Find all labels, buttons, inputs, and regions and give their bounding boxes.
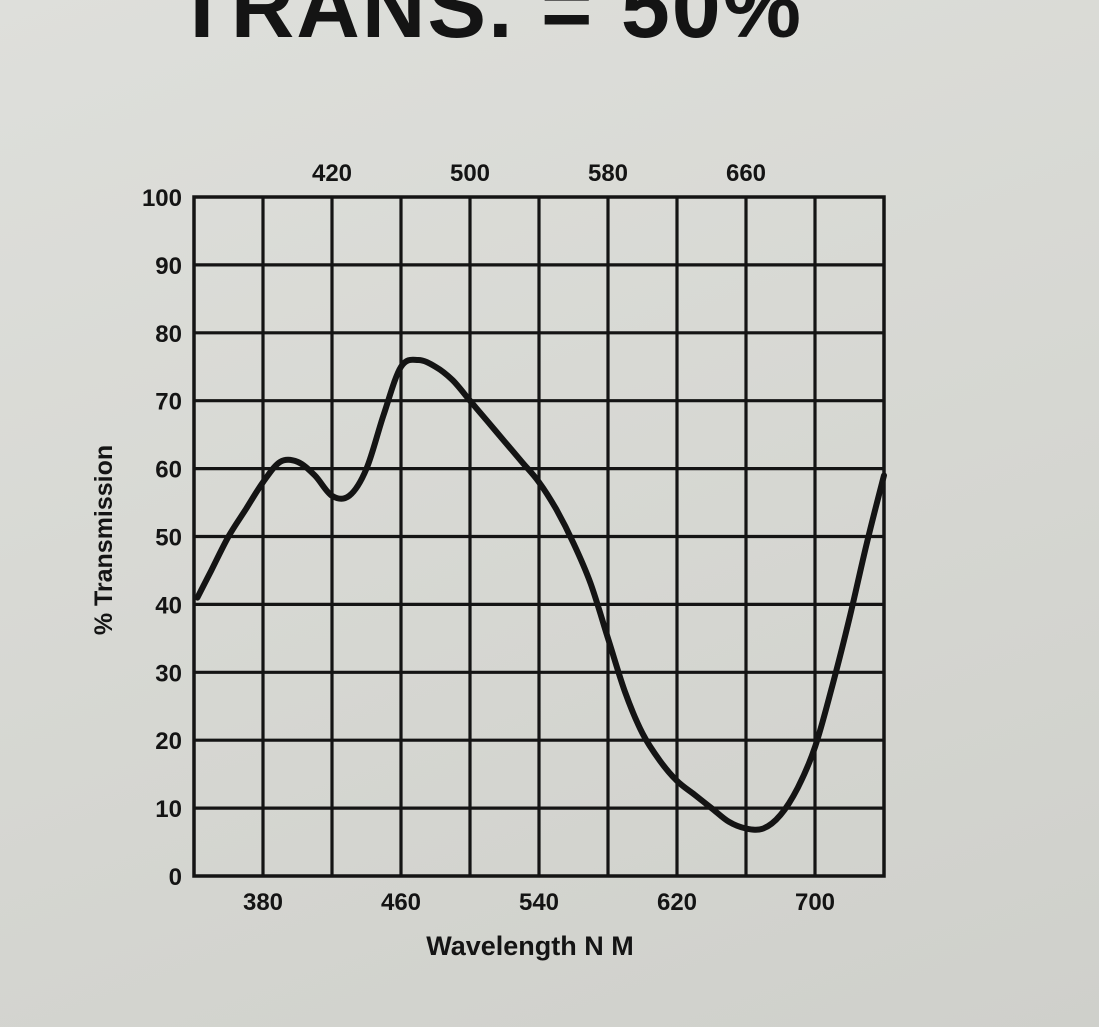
x-tick-label-bottom: 620 [657, 889, 697, 916]
y-tick-label: 90 [155, 253, 182, 280]
x-tick-label-bottom: 460 [381, 889, 421, 916]
y-tick-label: 0 [169, 864, 182, 891]
y-tick-label: 70 [155, 389, 182, 416]
x-tick-label-top: 420 [312, 160, 352, 187]
y-tick-label: 60 [155, 457, 182, 484]
page-title: TRANS. = 50% [175, 0, 803, 56]
x-axis-label: Wavelength N M [426, 931, 634, 961]
y-tick-label: 80 [155, 321, 182, 348]
x-tick-label-top: 500 [450, 160, 490, 187]
tick-layer: 0 10 20 30 40 50 60 70 80 90 100 380 460 540 620 700 420… [142, 160, 835, 916]
y-axis-label: % Transmission [90, 445, 118, 635]
y-tick-label: 40 [155, 592, 182, 619]
grid-layer [192, 195, 886, 878]
y-tick-label: 10 [155, 796, 182, 823]
y-tick-label: 100 [142, 185, 182, 212]
x-tick-label-bottom: 540 [519, 889, 559, 916]
x-tick-label-top: 580 [588, 160, 628, 187]
y-tick-label: 50 [155, 525, 182, 552]
x-tick-label-bottom: 700 [795, 889, 835, 916]
transmission-curve [194, 356, 887, 833]
series-layer [194, 356, 887, 833]
y-tick-label: 30 [155, 660, 182, 687]
x-tick-label-bottom: 380 [243, 889, 283, 916]
x-tick-label-top: 660 [726, 160, 766, 187]
y-tick-label: 20 [155, 728, 182, 755]
